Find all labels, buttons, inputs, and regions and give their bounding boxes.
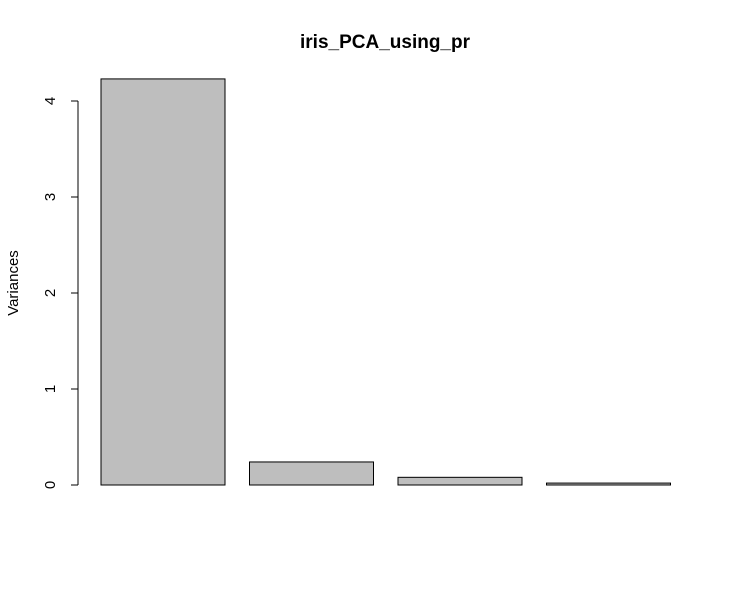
y-axis-label: Variances: [5, 250, 22, 316]
bar-1: [100, 78, 226, 486]
y-tick-label: 1: [42, 385, 59, 393]
y-tick-label: 2: [42, 289, 59, 297]
y-tick-label: 0: [42, 481, 59, 489]
bar-3: [397, 476, 523, 486]
y-tick-label: 4: [42, 97, 59, 105]
bar-4: [546, 482, 671, 486]
y-tick-label: 3: [42, 193, 59, 201]
chart-title: iris_PCA_using_pr: [300, 32, 471, 53]
bars-group: [100, 78, 671, 486]
y-axis-ticks: 0 1 2 3 4: [42, 97, 78, 489]
bar-2: [249, 461, 374, 486]
